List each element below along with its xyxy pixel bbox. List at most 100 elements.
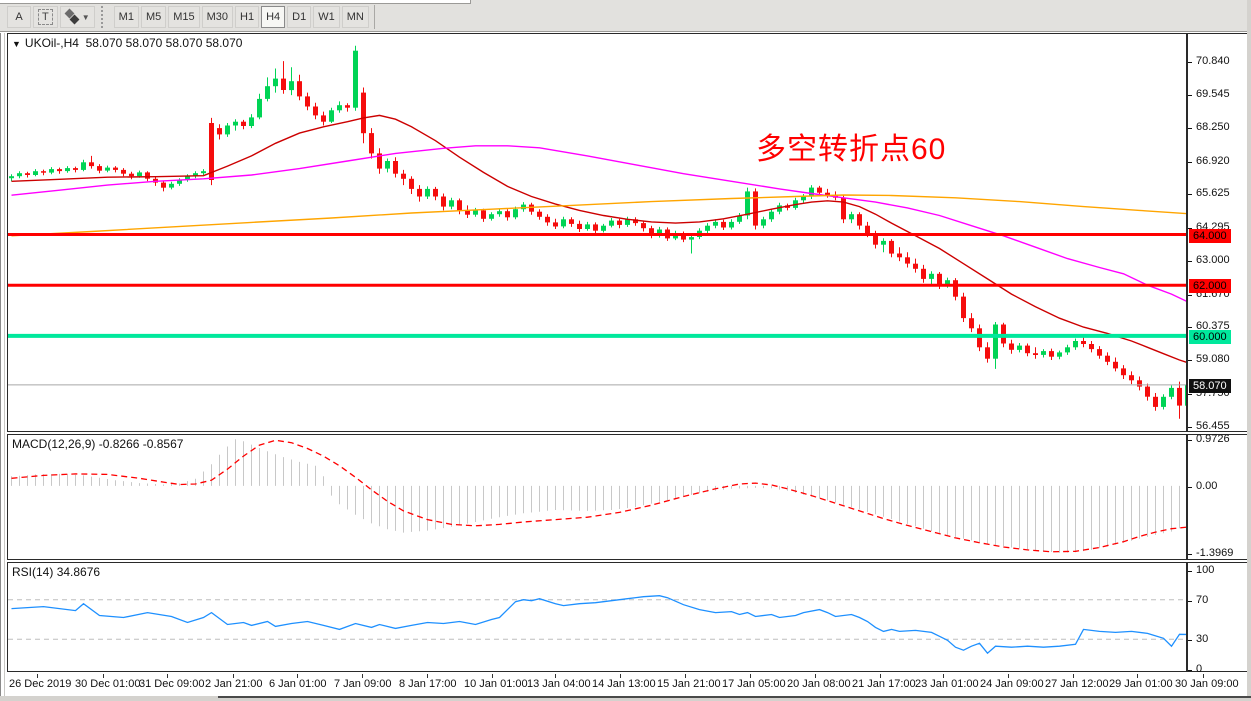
time-axis[interactable]: 26 Dec 2019 30 Dec 01:00 31 Dec 09:00 2 Jan… xyxy=(7,674,1247,696)
time-label: 17 Jan 05:00 xyxy=(722,678,786,690)
macd-axis[interactable]: 0.9726 0.00 -1.3969 xyxy=(1187,433,1247,560)
price-level-chip-60.000: 60.000 xyxy=(1189,330,1231,344)
time-label: 29 Jan 01:00 xyxy=(1109,678,1173,690)
price-tick-label: 68.250 xyxy=(1196,121,1230,133)
time-label: 8 Jan 17:00 xyxy=(399,678,457,690)
price-tick-tick xyxy=(1188,394,1192,395)
toolbar-separator xyxy=(373,5,375,29)
price-tick-label: 69.545 xyxy=(1196,88,1230,100)
ma-fast-line[interactable] xyxy=(11,114,1187,363)
time-tick xyxy=(167,674,168,678)
time-tick xyxy=(233,674,234,678)
cursor-tool-button[interactable]: A xyxy=(7,6,31,28)
price-tick-label: 60.375 xyxy=(1196,320,1230,332)
time-label: 27 Jan 12:00 xyxy=(1045,678,1109,690)
time-tick xyxy=(297,674,298,678)
time-label: 10 Jan 01:00 xyxy=(464,678,528,690)
time-tick xyxy=(1008,674,1009,678)
timeframe-button-m1[interactable]: M1 xyxy=(113,6,139,28)
symbol-dropdown-icon[interactable]: ▼ xyxy=(12,39,21,49)
ma-mid-line[interactable] xyxy=(11,145,1187,302)
arrows-tool-icon xyxy=(64,8,80,25)
price-tick-tick xyxy=(1188,62,1192,63)
price-tick-label: 65.625 xyxy=(1196,187,1230,199)
time-tick xyxy=(492,674,493,678)
candles-series xyxy=(9,45,1186,419)
time-label: 15 Jan 21:00 xyxy=(657,678,721,690)
ma-slow-line[interactable] xyxy=(11,194,1187,237)
window-edge-sliver xyxy=(0,0,471,4)
price-tick-label: 56.455 xyxy=(1196,420,1230,432)
main-chart-panel[interactable]: ▼ UKOil-,H4 58.070 58.070 58.070 58.070 多… xyxy=(7,33,1187,432)
rsi-tick-label: 30 xyxy=(1196,633,1209,645)
time-label: 26 Dec 2019 xyxy=(9,678,72,690)
time-tick xyxy=(427,674,428,678)
time-tick xyxy=(1203,674,1204,678)
macd-signal-line xyxy=(11,439,1186,553)
macd-tick-tick xyxy=(1188,554,1192,555)
window-bottom-edge xyxy=(0,696,1251,701)
macd-tick-tick xyxy=(1188,487,1192,488)
timeframe-button-h4[interactable]: H4 xyxy=(261,6,286,28)
rsi-label: RSI(14) 34.8676 xyxy=(12,565,101,579)
time-tick xyxy=(815,674,816,678)
time-tick xyxy=(750,674,751,678)
price-axis[interactable]: 70.840 69.545 68.250 66.920 65.625 64.295 63.0… xyxy=(1187,33,1247,432)
timeframe-button-m15[interactable]: M15 xyxy=(168,6,200,28)
price-tick-tick xyxy=(1188,295,1192,296)
time-tick xyxy=(362,674,363,678)
window-left-edge-inner xyxy=(4,33,5,696)
time-tick xyxy=(555,674,556,678)
rsi-axis[interactable]: 100 70 30 0 xyxy=(1187,562,1247,675)
toolbar-grip[interactable] xyxy=(100,6,108,28)
timeframe-button-h1[interactable]: H1 xyxy=(235,6,260,28)
rsi-tick-tick xyxy=(1188,670,1192,671)
window-bottom-line xyxy=(218,696,1251,698)
timeframe-button-mn[interactable]: MN xyxy=(341,6,369,28)
price-tick-tick xyxy=(1188,327,1192,328)
time-tick xyxy=(943,674,944,678)
price-tick-label: 63.000 xyxy=(1196,254,1230,266)
time-tick xyxy=(620,674,621,678)
time-label: 31 Dec 09:00 xyxy=(139,678,205,690)
rsi-panel[interactable]: RSI(14) 34.8676 xyxy=(7,562,1187,672)
rsi-tick-label: 70 xyxy=(1196,594,1209,606)
rsi-tick-tick xyxy=(1188,571,1192,572)
time-tick xyxy=(880,674,881,678)
price-level-chip-62.000: 62.000 xyxy=(1189,279,1231,293)
price-level-chip-58.070: 58.070 xyxy=(1189,379,1231,393)
macd-panel[interactable]: MACD(12,26,9) -0.8266 -0.8567 xyxy=(7,434,1187,560)
text-label-tool-button[interactable]: T xyxy=(33,6,58,28)
symbol-period-label: UKOil-,H4 xyxy=(24,36,79,50)
price-tick-tick xyxy=(1188,128,1192,129)
time-tick xyxy=(103,674,104,678)
rsi-tick-label: 0 xyxy=(1196,663,1203,675)
chart-title: ▼ UKOil-,H4 58.070 58.070 58.070 58.070 xyxy=(12,36,242,50)
text-tool-icon: T xyxy=(38,9,53,25)
time-label: 21 Jan 17:00 xyxy=(852,678,916,690)
macd-label: MACD(12,26,9) -0.8266 -0.8567 xyxy=(12,437,184,451)
macd-tick-tick xyxy=(1188,440,1192,441)
price-tick-tick xyxy=(1188,194,1192,195)
rsi-line xyxy=(11,595,1186,655)
rsi-tick-tick xyxy=(1188,640,1192,641)
timeframe-button-m5[interactable]: M5 xyxy=(140,6,167,28)
window-right-edge xyxy=(1247,0,1251,701)
time-tick xyxy=(685,674,686,678)
time-label: 13 Jan 04:00 xyxy=(527,678,591,690)
draw-objects-tool-button[interactable]: ▼ xyxy=(59,6,95,28)
chevron-down-icon: ▼ xyxy=(81,12,90,22)
time-label: 24 Jan 09:00 xyxy=(980,678,1044,690)
time-tick xyxy=(37,674,38,678)
time-label: 30 Dec 01:00 xyxy=(75,678,141,690)
time-label: 6 Jan 01:00 xyxy=(269,678,327,690)
timeframe-button-d1[interactable]: D1 xyxy=(287,6,312,28)
price-tick-tick xyxy=(1188,261,1192,262)
chart-annotation-text[interactable]: 多空转折点60 xyxy=(756,133,947,166)
time-label: 30 Jan 09:00 xyxy=(1175,678,1239,690)
price-level-chip-64.000: 64.000 xyxy=(1189,229,1231,243)
timeframe-button-m30[interactable]: M30 xyxy=(201,6,234,28)
rsi-tick-label: 100 xyxy=(1196,564,1215,576)
timeframe-button-w1[interactable]: W1 xyxy=(313,6,340,28)
